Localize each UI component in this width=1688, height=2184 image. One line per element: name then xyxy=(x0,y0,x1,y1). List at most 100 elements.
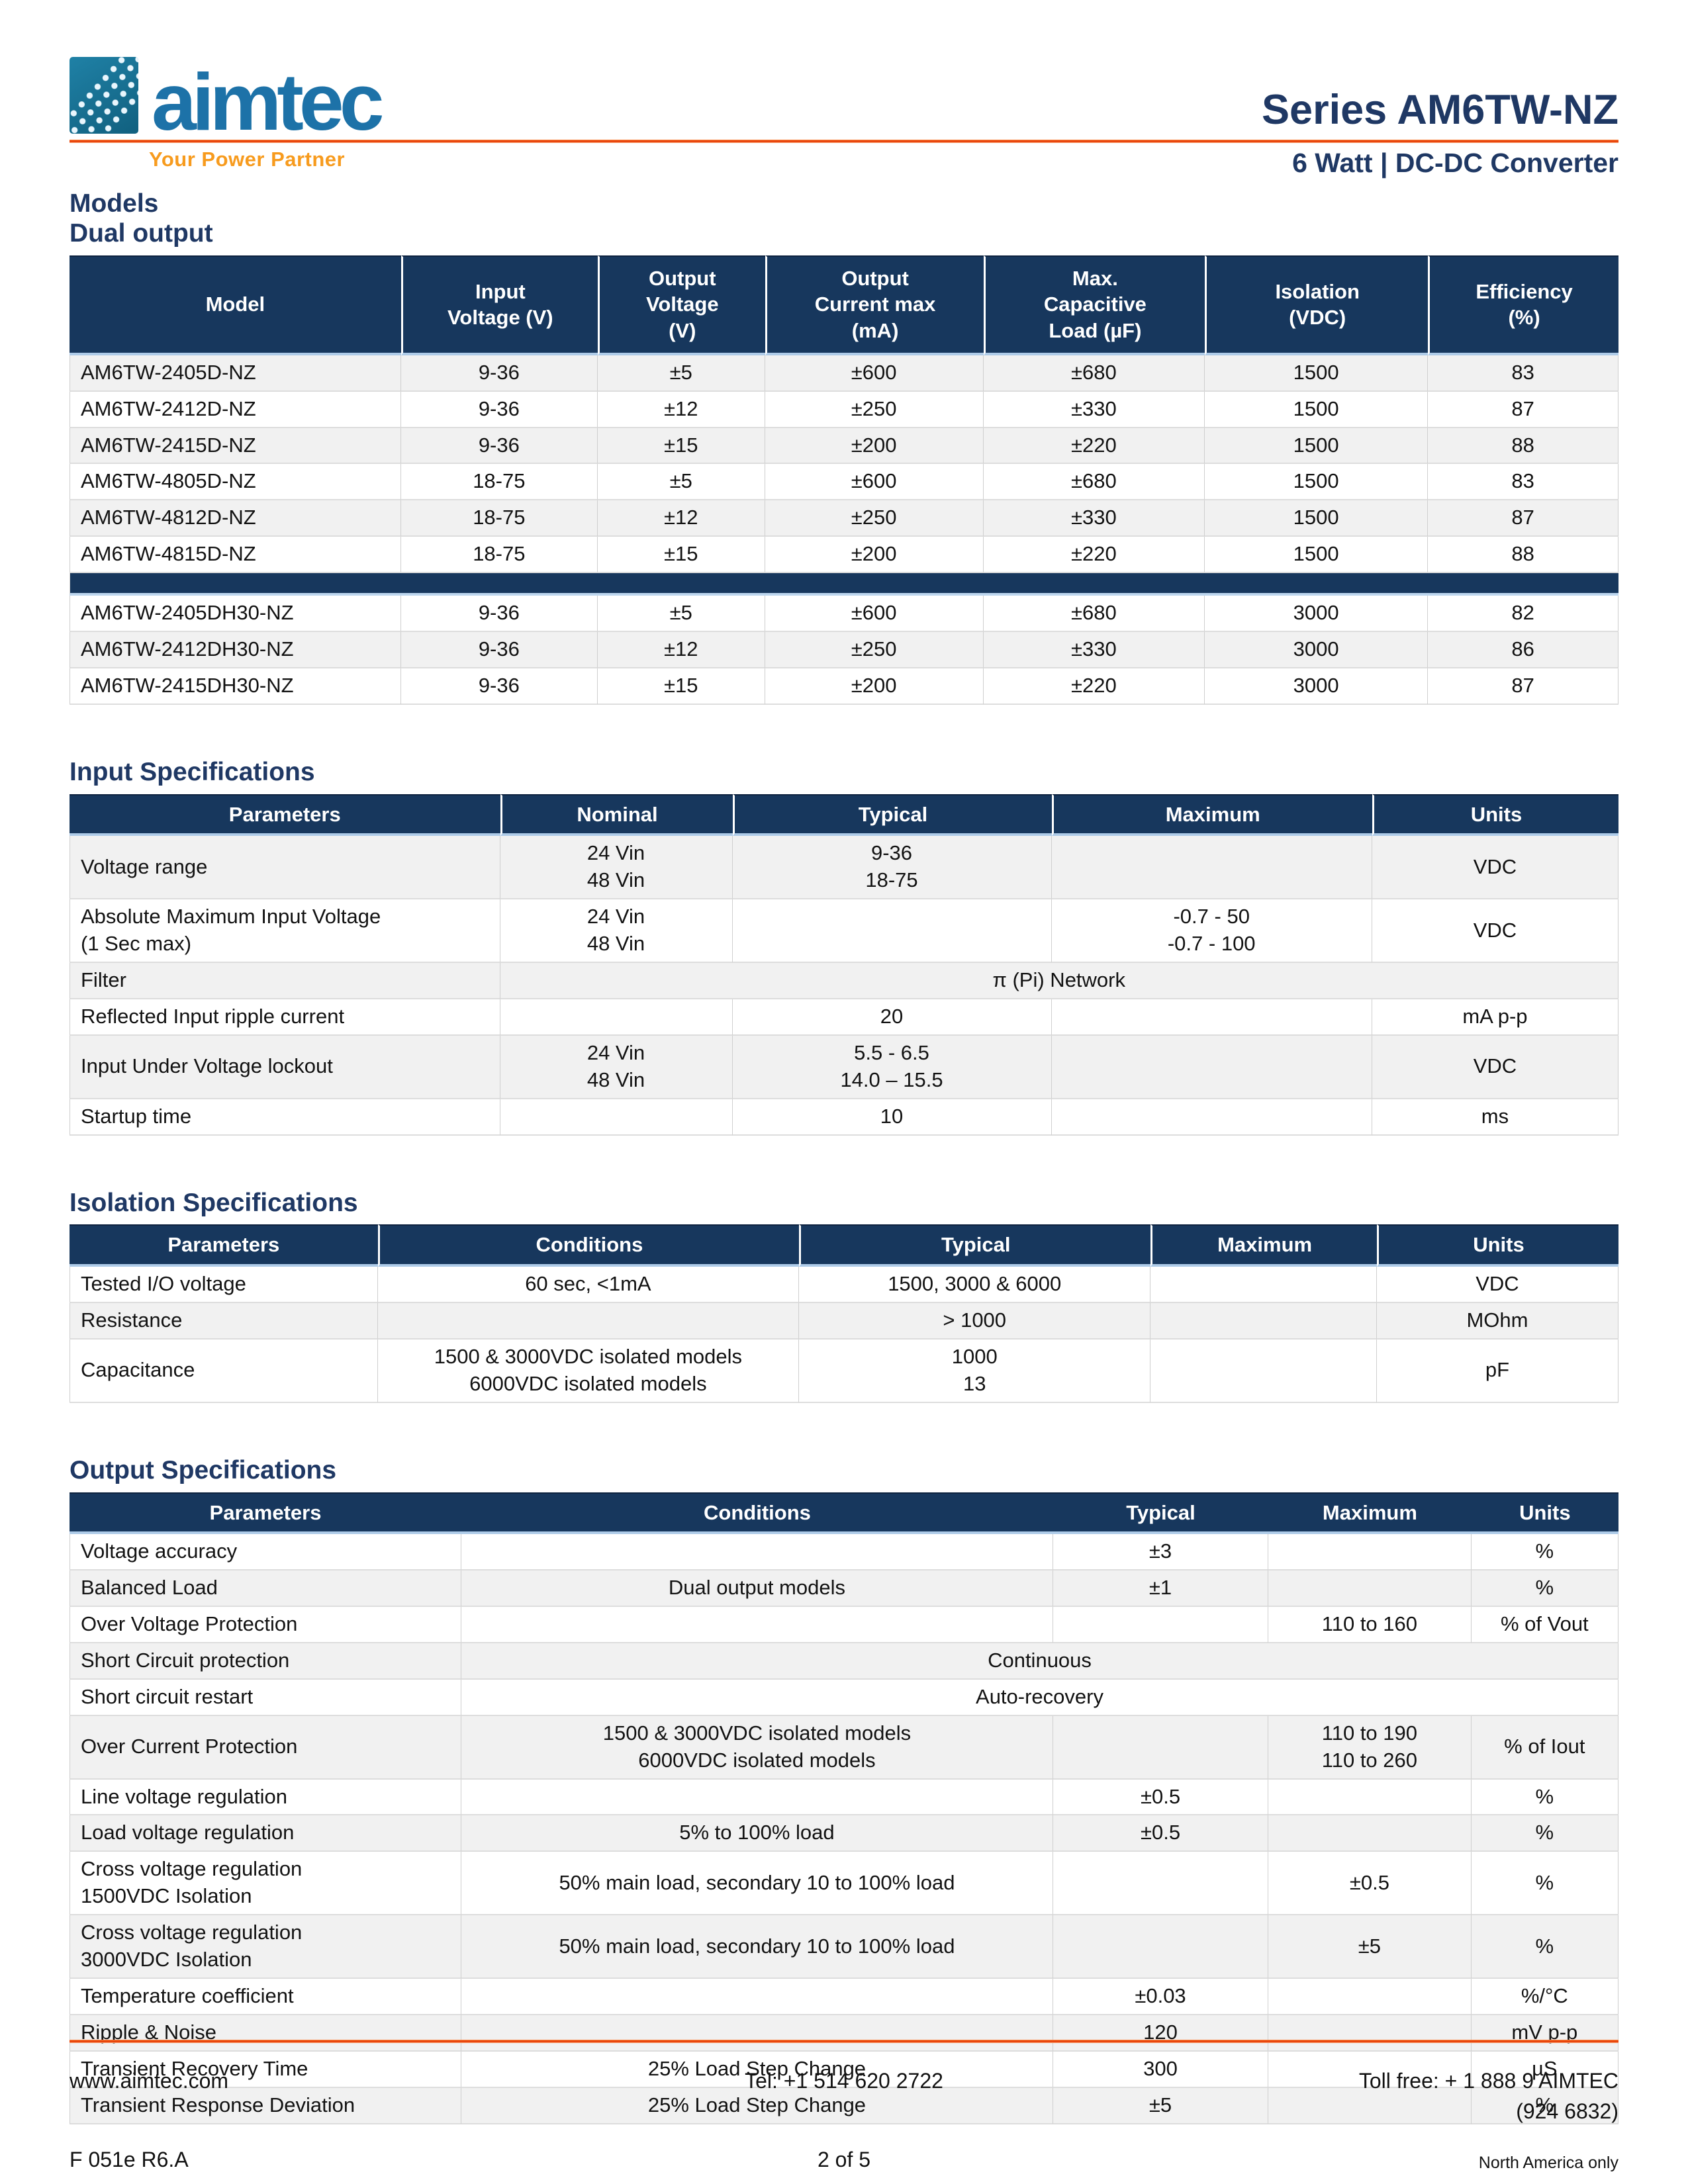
cell: 87 xyxy=(1428,391,1618,428)
cell: µS xyxy=(1471,2051,1618,2088)
cell: 83 xyxy=(1428,355,1618,392)
page-footer: www.aimtec.com Tel: +1 514 620 2722 Toll… xyxy=(70,2040,1618,2175)
cell xyxy=(461,1779,1053,1816)
cell: Voltage accuracy xyxy=(70,1534,462,1571)
section-title-isolation-specs: Isolation Specifications xyxy=(70,1188,358,1217)
cell: 1500 xyxy=(1205,391,1429,428)
models-table-separator xyxy=(70,573,1618,596)
cell: 110 to 190 110 to 260 xyxy=(1268,1715,1472,1780)
separator-row xyxy=(70,573,1618,596)
cell xyxy=(1053,1715,1269,1780)
cell: ±15 xyxy=(597,668,765,705)
logo-text: aimtec xyxy=(152,56,385,147)
cell: ±220 xyxy=(983,668,1205,705)
cell: ±250 xyxy=(765,391,984,428)
table-row: Input Under Voltage lockout 24 Vin 48 Vin 5… xyxy=(70,1035,1618,1099)
table-row: Over Voltage Protection 110 to 160% of V… xyxy=(70,1607,1618,1643)
cell: 1500 xyxy=(1205,464,1429,501)
section-subtitle-dual-output: Dual output xyxy=(70,218,213,248)
cell: Transient Response Deviation xyxy=(70,2087,462,2124)
cell: ±1 xyxy=(1053,1570,1269,1607)
cell: % of Vout xyxy=(1471,1607,1618,1643)
cell xyxy=(1150,1302,1377,1340)
cell: VDC xyxy=(1372,836,1618,900)
cell: 88 xyxy=(1428,537,1618,574)
cell: ±12 xyxy=(597,391,765,428)
cell: Temperature coefficient xyxy=(70,1978,462,2015)
table-row: Temperature coefficient ±0.03 %/°C xyxy=(70,1978,1618,2015)
cell: 9-36 xyxy=(400,596,598,633)
cell: ±680 xyxy=(983,596,1205,633)
header: aimtec Series AM6TW-NZ xyxy=(70,56,1618,147)
column-header: Isolation (VDC) xyxy=(1205,255,1429,355)
cell xyxy=(1150,1267,1377,1303)
separator-cell xyxy=(70,573,1618,596)
cell: ±250 xyxy=(765,500,984,537)
cell: ±5 xyxy=(1268,1915,1472,1979)
cell: ±600 xyxy=(765,355,984,392)
cell: ±5 xyxy=(597,355,765,392)
table-row: Line voltage regulation ±0.5 % xyxy=(70,1779,1618,1816)
cell: AM6TW-2415DH30-NZ xyxy=(70,668,401,705)
cell: % of Iout xyxy=(1471,1715,1618,1780)
cell: %/°C xyxy=(1471,1978,1618,2015)
cell xyxy=(461,2015,1053,2052)
cell: % xyxy=(1471,1852,1618,1916)
cell: 83 xyxy=(1428,464,1618,501)
column-header: Maximum xyxy=(1268,1492,1472,1535)
cell: ±12 xyxy=(597,632,765,668)
header-subrow: Your Power Partner 6 Watt | DC-DC Conver… xyxy=(70,148,1618,179)
cell: % xyxy=(1471,1534,1618,1571)
cell: Input Under Voltage lockout xyxy=(70,1035,500,1099)
cell: Transient Recovery Time xyxy=(70,2051,462,2088)
cell: 9-36 18-75 xyxy=(732,836,1052,900)
cell: 88 xyxy=(1428,428,1618,465)
cell: MOhm xyxy=(1376,1302,1618,1340)
cell xyxy=(1150,1339,1377,1403)
cell: 18-75 xyxy=(400,500,598,537)
section-title-output-specs: Output Specifications xyxy=(70,1455,337,1484)
cell xyxy=(461,1534,1053,1571)
cell: ±15 xyxy=(597,428,765,465)
column-header: Parameters xyxy=(70,1492,462,1535)
cell: 50% main load, secondary 10 to 100% load xyxy=(461,1915,1053,1979)
header-row: Model Input Voltage (V) Output Voltage (V) Out… xyxy=(70,255,1618,355)
cell: VDC xyxy=(1372,1035,1618,1099)
cell: % xyxy=(1471,1915,1618,1979)
output-specs-table: Parameters Conditions Typical Maximum Units … xyxy=(70,1492,1618,2124)
table-row: AM6TW-4805D-NZ 18-75 ±5 ±600 ±680 1500 83 xyxy=(70,464,1618,501)
cell: Startup time xyxy=(70,1099,500,1136)
table-row: Capacitance 1500 & 3000VDC isolated model… xyxy=(70,1339,1618,1403)
table-row: Cross voltage regulation 3000VDC Isolatio… xyxy=(70,1915,1618,1979)
table-row: Voltage accuracy ±3 % xyxy=(70,1534,1618,1571)
cell xyxy=(1268,1534,1472,1571)
cell: 87 xyxy=(1428,500,1618,537)
table-row: AM6TW-2405D-NZ 9-36 ±5 ±600 ±680 1500 83 xyxy=(70,355,1618,392)
cell: 5.5 - 6.5 14.0 – 15.5 xyxy=(732,1035,1052,1099)
column-header: Typical xyxy=(732,794,1052,837)
header-row: Parameters Conditions Typical Maximum Units xyxy=(70,1492,1618,1535)
table-row: AM6TW-2412DH30-NZ 9-36 ±12 ±250 ±330 3000 86 xyxy=(70,632,1618,668)
footer-meta-row: F 051e R6.A 2 of 5 North America only xyxy=(70,2144,1618,2175)
cell xyxy=(1053,1607,1269,1643)
table-row: Transient Response Deviation 25% Load Ste… xyxy=(70,2087,1618,2124)
cell: Resistance xyxy=(70,1302,378,1340)
product-subtitle: 6 Watt | DC-DC Converter xyxy=(1292,148,1618,178)
cell xyxy=(1051,1099,1372,1136)
cell: 1500 xyxy=(1205,355,1429,392)
cell: ±5 xyxy=(597,596,765,633)
cell: ±200 xyxy=(765,668,984,705)
column-header: Conditions xyxy=(377,1224,800,1267)
cell: -0.7 - 50 -0.7 - 100 xyxy=(1051,899,1372,963)
cell: ±250 xyxy=(765,632,984,668)
column-header: Efficiency (%) xyxy=(1428,255,1618,355)
cell: pF xyxy=(1376,1339,1618,1403)
cell xyxy=(1051,1035,1372,1099)
cell xyxy=(1051,999,1372,1036)
table-row: Transient Recovery Time 25% Load Step Cha… xyxy=(70,2051,1618,2088)
cell: 1500 xyxy=(1205,537,1429,574)
table-row: Cross voltage regulation 1500VDC Isolatio… xyxy=(70,1852,1618,1916)
cell: Voltage range xyxy=(70,836,500,900)
cell: mA p-p xyxy=(1372,999,1618,1036)
column-header: Max. Capacitive Load (µF) xyxy=(983,255,1205,355)
